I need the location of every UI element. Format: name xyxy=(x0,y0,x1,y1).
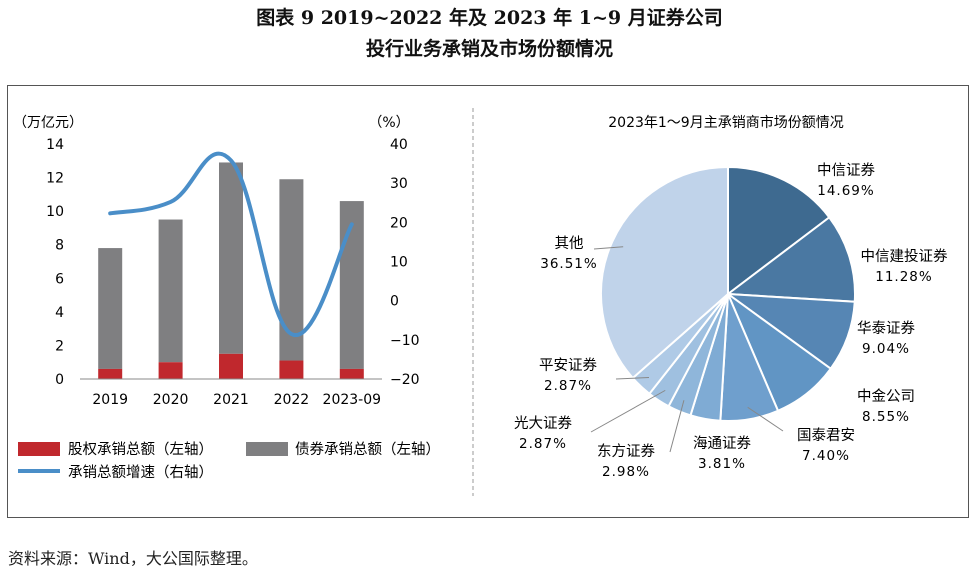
left-tick-label: 8 xyxy=(55,238,64,254)
bar-equity-2019 xyxy=(98,368,123,379)
figure-title-line2: 投行业务承销及市场份额情况 xyxy=(365,38,613,60)
x-axis-ticks: 2019 2020 2021 2022 2023-09 xyxy=(92,392,381,408)
pie-label-name: 中信证券 xyxy=(817,162,875,179)
bar-equity-2023-09 xyxy=(339,368,364,379)
pie-leader-4 xyxy=(747,406,784,432)
bar-bond-2019 xyxy=(98,248,123,369)
x-tick-label: 2021 xyxy=(213,392,249,408)
pie-label-name: 华泰证券 xyxy=(857,320,915,337)
pie-label-name: 国泰君安 xyxy=(797,427,855,444)
pie-leader-7 xyxy=(590,389,666,433)
left-axis-unit: （万亿元） xyxy=(13,115,83,131)
pie-label-pct: 2.87% xyxy=(519,436,567,452)
legend-swatch-equity xyxy=(18,442,60,456)
x-tick-label: 2020 xyxy=(153,392,189,408)
bar-equity-2021 xyxy=(219,353,243,379)
bar-series xyxy=(98,162,364,379)
pie-label-pct: 2.87% xyxy=(544,378,592,394)
bar-line-chart: （万亿元） （%） 0 2 4 6 8 10 12 14 −20 −10 0 10 20 30 40 20… xyxy=(13,115,440,481)
right-tick-label: 40 xyxy=(390,137,408,153)
right-tick-label: 20 xyxy=(390,215,408,231)
pie-label-pct: 2.98% xyxy=(602,464,650,480)
bar-equity-2020 xyxy=(158,362,183,379)
pie-leader-9 xyxy=(593,246,624,250)
pie-title: 2023年1～9月主承销商市场份额情况 xyxy=(608,114,843,131)
chart-canvas: （万亿元） （%） 0 2 4 6 8 10 12 14 −20 −10 0 10 20 30 40 20… xyxy=(13,108,948,496)
pie-label-pct: 36.51% xyxy=(540,256,597,272)
left-tick-label: 12 xyxy=(46,171,64,187)
chart-legend: 股权承销总额（左轴） 债券承销总额（左轴） 承销总额增速（右轴） xyxy=(18,441,440,481)
right-tick-label: 0 xyxy=(390,294,399,310)
pie-leader-lines xyxy=(590,246,784,453)
figure-frame: （万亿元） （%） 0 2 4 6 8 10 12 14 −20 −10 0 10 20 30 40 20… xyxy=(7,85,969,518)
pie-label-name: 东方证券 xyxy=(597,443,655,460)
x-tick-label: 2019 xyxy=(92,392,128,408)
right-axis-unit: （%） xyxy=(368,115,409,131)
pie-label-name: 海通证券 xyxy=(693,435,751,452)
pie-chart: 2023年1～9月主承销商市场份额情况 中信证券 14.69% 中信建投证券 11.2… xyxy=(514,114,948,480)
pie-slices xyxy=(600,165,856,422)
legend-swatch-bond xyxy=(246,442,288,456)
right-tick-label: 10 xyxy=(390,255,408,271)
pie-label-name: 光大证券 xyxy=(514,415,572,432)
pie-label-name: 其他 xyxy=(555,235,584,252)
x-tick-label: 2022 xyxy=(274,392,310,408)
x-tick-label: 2023-09 xyxy=(323,392,382,408)
right-tick-label: −20 xyxy=(390,372,420,388)
bar-bond-2022 xyxy=(279,179,304,361)
bar-equity-2022 xyxy=(279,360,304,379)
pie-slice-1 xyxy=(725,215,856,303)
pie-labels: 中信证券 14.69% 中信建投证券 11.28% 华泰证券 9.04% 中金公司 8.55%… xyxy=(514,162,948,480)
left-tick-label: 2 xyxy=(55,338,64,354)
pie-leader-8 xyxy=(615,377,650,380)
bar-bond-2023-09 xyxy=(339,201,364,369)
legend-label-growth: 承销总额增速（右轴） xyxy=(68,464,213,481)
pie-label-name: 中金公司 xyxy=(857,388,915,405)
left-tick-label: 0 xyxy=(55,372,64,388)
pie-label-pct: 7.40% xyxy=(802,448,850,464)
left-tick-label: 10 xyxy=(46,204,64,220)
right-axis-ticks: −20 −10 0 10 20 30 40 xyxy=(390,137,420,388)
left-tick-label: 14 xyxy=(46,137,64,153)
pie-slice-9 xyxy=(600,165,729,380)
growth-line xyxy=(108,151,354,337)
bar-bond-2021 xyxy=(219,162,243,354)
left-axis-ticks: 0 2 4 6 8 10 12 14 xyxy=(46,137,64,388)
pie-label-name: 平安证券 xyxy=(539,357,597,374)
right-tick-label: −10 xyxy=(390,333,420,349)
pie-label-name: 中信建投证券 xyxy=(861,248,948,265)
right-tick-label: 30 xyxy=(390,176,408,192)
figure-source-note: 资料来源：Wind，大公国际整理。 xyxy=(8,549,258,568)
legend-label-equity: 股权承销总额（左轴） xyxy=(68,441,213,458)
pie-label-pct: 11.28% xyxy=(875,269,932,285)
legend-label-bond: 债券承销总额（左轴） xyxy=(295,441,440,458)
pie-label-pct: 14.69% xyxy=(817,183,874,199)
pie-label-pct: 3.81% xyxy=(698,456,746,472)
pie-label-pct: 9.04% xyxy=(862,341,910,357)
pie-leader-6 xyxy=(669,400,685,453)
pie-label-pct: 8.55% xyxy=(862,409,910,425)
bar-bond-2020 xyxy=(158,219,183,363)
pie-slice-0 xyxy=(727,165,831,297)
left-tick-label: 4 xyxy=(55,305,64,321)
figure-title-line1: 图表 9 2019~2022 年及 2023 年 1~9 月证券公司 xyxy=(256,7,723,29)
left-tick-label: 6 xyxy=(55,271,64,287)
